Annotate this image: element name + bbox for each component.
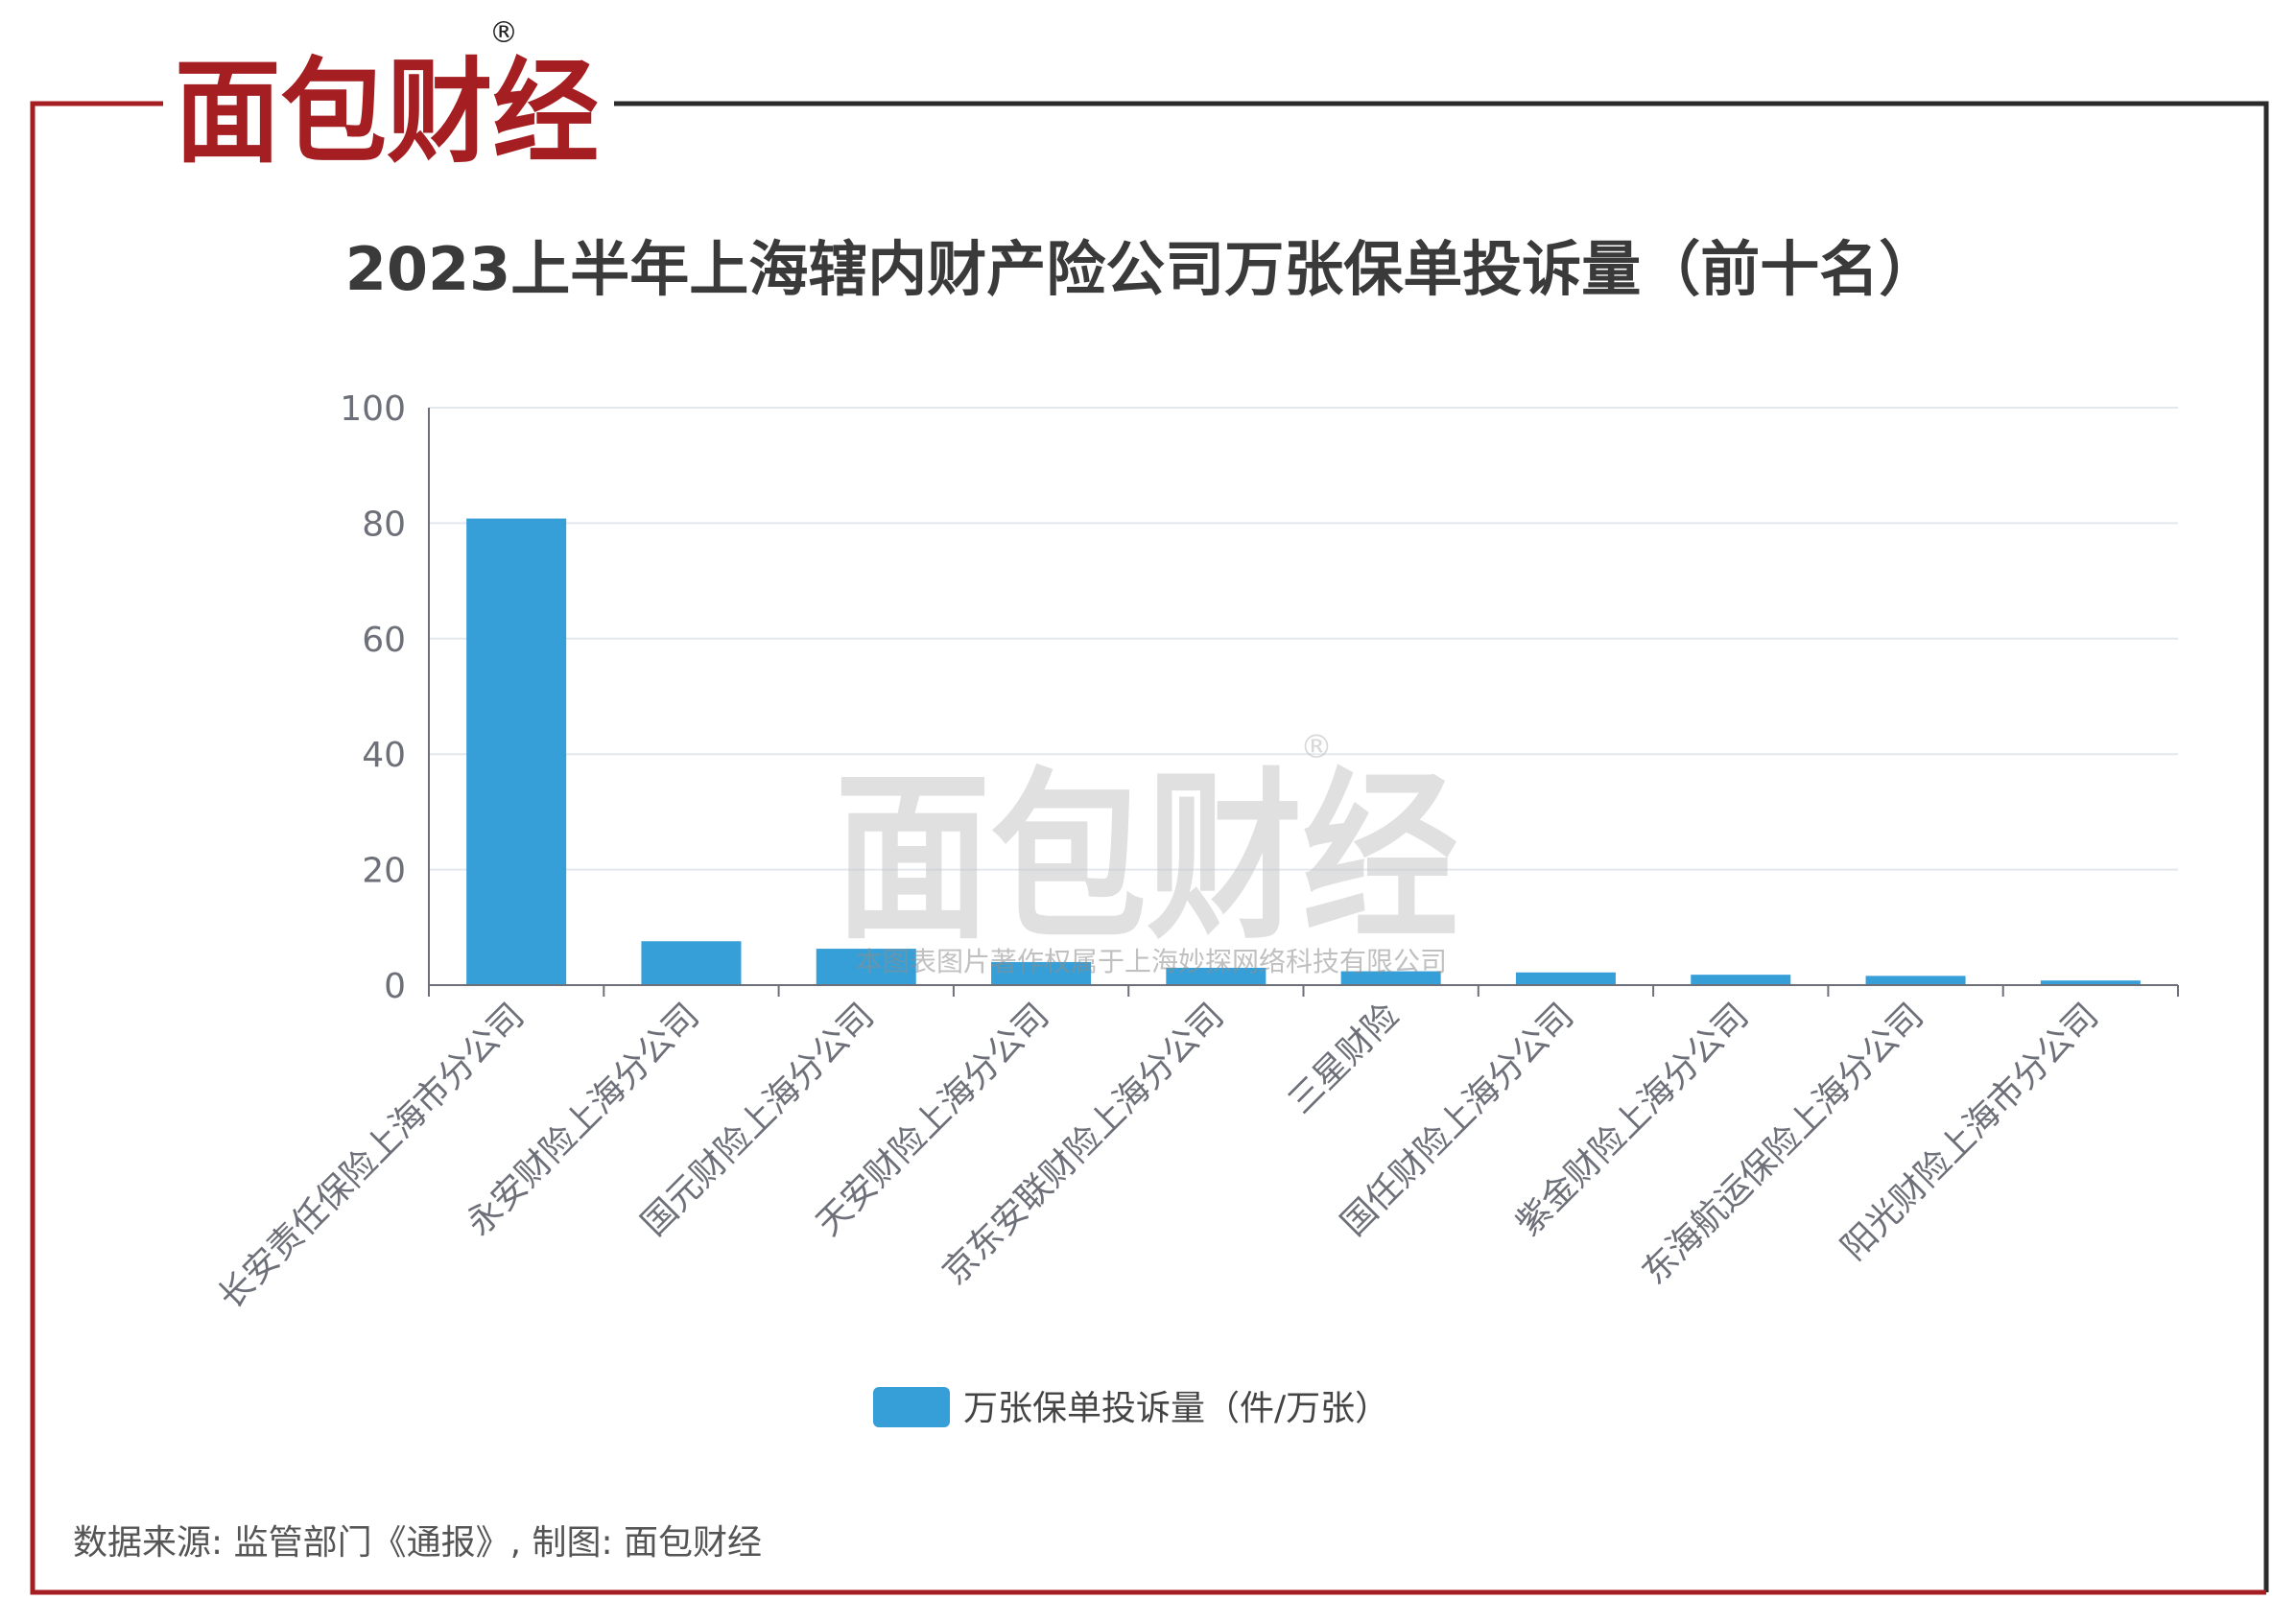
watermark: 面包财经 ® 本图表图片著作权属于上海妙探网络科技有限公司: [835, 728, 1458, 977]
x-tick-label: 东海航运保险上海分公司: [1635, 996, 1931, 1292]
x-tick-label: 京东安联财险上海分公司: [935, 996, 1232, 1292]
bar: [1691, 975, 1791, 985]
legend: 万张保单投诉量（件/万张）: [873, 1387, 1389, 1428]
source-note: 数据来源: 监管部门《通报》, 制图: 面包财经: [73, 1523, 762, 1563]
y-tick-label: 20: [362, 852, 406, 891]
frame-red-line: [30, 101, 2266, 1595]
bar: [1515, 972, 1616, 985]
watermark-registered-mark: ®: [1300, 728, 1333, 766]
bar: [2040, 980, 2141, 985]
bar: [1340, 971, 1441, 985]
bar: [816, 949, 916, 985]
x-tick-label: 三星财险: [1281, 996, 1407, 1121]
legend-swatch: [873, 1387, 950, 1427]
watermark-copyright: 本图表图片著作权属于上海妙探网络科技有限公司: [856, 946, 1447, 977]
bar: [641, 941, 742, 985]
y-tick-label: 0: [384, 967, 406, 1006]
chart-title: 2023上半年上海辖内财产险公司万张保单投诉量（前十名）: [345, 234, 1939, 304]
brand-logo-text: 面包财经: [175, 46, 599, 178]
bar: [1166, 967, 1266, 985]
x-axis: 长安责任保险上海市分公司永安财险上海分公司国元财险上海分公司天安财险上海分公司京…: [211, 985, 2179, 1317]
y-axis: 0 20 40 60 80 100: [340, 389, 406, 1006]
frame-dark-line: [614, 101, 2269, 1592]
legend-label: 万张保单投诉量（件/万张）: [963, 1389, 1389, 1428]
bar: [466, 518, 567, 985]
y-tick-label: 60: [362, 621, 406, 660]
bars: [466, 518, 2141, 985]
gridlines: [429, 407, 2178, 871]
bar: [1865, 976, 1966, 985]
x-tick-label: 长安责任保险上海市分公司: [211, 996, 532, 1316]
brand-registered-mark: ®: [489, 16, 518, 50]
watermark-logo-text: 面包财经: [835, 752, 1458, 964]
y-tick-label: 40: [362, 736, 406, 775]
y-tick-label: 80: [362, 505, 406, 544]
brand-logo: 面包财经 ®: [175, 16, 599, 178]
frame: [30, 101, 2269, 1595]
bar: [991, 961, 1092, 985]
y-tick-label: 100: [340, 389, 406, 429]
